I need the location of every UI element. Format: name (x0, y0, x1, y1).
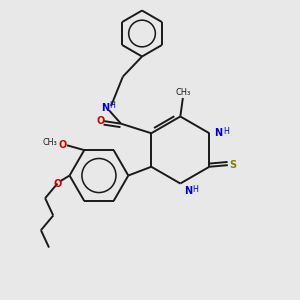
Text: CH₃: CH₃ (176, 88, 191, 97)
Text: N: N (214, 128, 222, 138)
Text: O: O (58, 140, 67, 150)
Text: O: O (96, 116, 104, 126)
Text: H: H (110, 101, 115, 110)
Text: CH₃: CH₃ (42, 138, 57, 147)
Text: N: N (101, 103, 110, 112)
Text: H: H (193, 185, 199, 194)
Text: O: O (53, 178, 62, 188)
Text: H: H (223, 127, 229, 136)
Text: S: S (229, 160, 236, 170)
Text: N: N (184, 185, 192, 196)
